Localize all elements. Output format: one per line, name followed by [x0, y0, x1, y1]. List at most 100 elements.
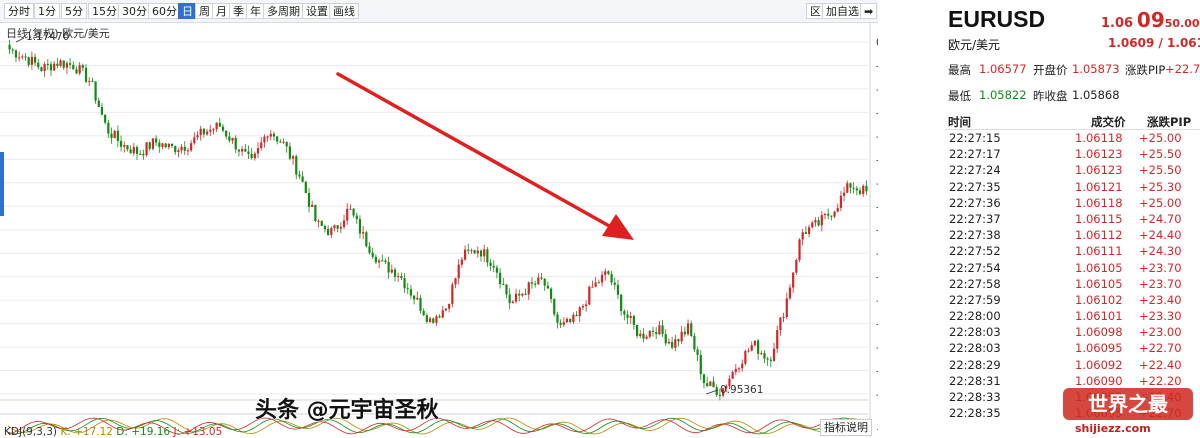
candle-body	[607, 271, 610, 274]
candle-body	[59, 60, 62, 66]
candle-body	[448, 304, 451, 309]
trades-list[interactable]: 22:27:15 1.06118 +25.00 22:27:17 1.06123 +25.…	[945, 131, 1200, 422]
timeframe-button[interactable]: 设置	[302, 3, 332, 19]
expand-icon[interactable]: ➡	[860, 3, 878, 19]
candle-body	[62, 60, 65, 68]
timeframe-button[interactable]: 1分	[34, 3, 60, 19]
candle-body	[683, 331, 686, 335]
chart-canvas[interactable]: 0.00000% -1.18839% -2.35975% -3.53110% -4.70…	[0, 22, 878, 437]
trade-row[interactable]: 22:27:24 1.06123 +25.50	[945, 163, 1200, 179]
timeframe-button[interactable]: 分时	[4, 3, 34, 19]
trade-row[interactable]: 22:27:54 1.06105 +23.70	[945, 261, 1200, 277]
trade-row[interactable]: 22:28:03 1.06095 +22.70	[945, 341, 1200, 357]
timeframe-button[interactable]: 5分	[61, 3, 87, 19]
candle-body	[403, 278, 406, 289]
trade-row[interactable]: 22:28:31 1.06090 +22.20	[945, 374, 1200, 390]
y-tick-label: -11.77745%	[876, 272, 878, 284]
candle-body	[747, 350, 750, 352]
trade-row[interactable]: 22:27:38 1.06112 +24.40	[945, 228, 1200, 244]
side-tab-handle[interactable]	[0, 152, 4, 216]
candle-body	[479, 250, 483, 257]
price-change: 0.0023(0.2	[1172, 17, 1200, 30]
quote-panel: EURUSD 欧元/美元 1.06 0950.0023(0.2 1.0609 /…	[945, 0, 1200, 437]
trade-row[interactable]: 22:27:17 1.06123 +25.50	[945, 147, 1200, 163]
candle-body	[24, 56, 27, 58]
trade-row[interactable]: 22:28:03 1.06098 +23.00	[945, 325, 1200, 341]
candle-body	[858, 190, 862, 194]
candle-body	[333, 225, 336, 229]
candle-body	[457, 264, 460, 279]
trade-change: +24.30	[1139, 244, 1182, 259]
candle-body	[865, 185, 868, 192]
low-value: 1.05822	[979, 88, 1027, 102]
timeframe-button[interactable]: 60分	[148, 3, 181, 19]
candle-body	[250, 153, 253, 159]
candle-body	[349, 208, 352, 210]
trade-row[interactable]: 22:27:35 1.06121 +25.30	[945, 180, 1200, 196]
trade-row[interactable]: 22:28:29 1.06092 +22.40	[945, 358, 1200, 374]
candle-body	[737, 368, 741, 370]
candle-body	[288, 146, 291, 159]
candle-body	[400, 276, 403, 279]
candle-body	[416, 297, 419, 300]
candle-body	[702, 374, 706, 384]
candle-body	[581, 306, 585, 308]
candle-body	[750, 345, 753, 351]
candle-body	[549, 288, 553, 300]
trade-price: 1.06105	[1075, 276, 1123, 291]
candle-body	[298, 174, 301, 177]
candle-body	[209, 129, 212, 132]
timeframe-button[interactable]: 30分	[118, 3, 151, 19]
timeframe-button[interactable]: 画线	[329, 3, 359, 19]
trade-time: 22:27:58	[949, 276, 1001, 291]
candle-body	[862, 185, 865, 194]
candle-body	[428, 318, 432, 322]
candle-body	[728, 378, 731, 387]
candle-body	[725, 386, 728, 389]
candle-body	[256, 148, 260, 154]
add-watchlist-button[interactable]: 加自选	[822, 3, 863, 19]
candle-body	[779, 317, 782, 331]
candle-body	[65, 63, 69, 68]
candle-body	[413, 295, 416, 300]
trade-row[interactable]: 22:27:37 1.06115 +24.70	[945, 212, 1200, 228]
high-marker-label: 1.17470	[26, 31, 69, 43]
timeframe-button[interactable]: 多周期	[263, 3, 304, 19]
candle-body	[327, 229, 330, 235]
candle-body	[546, 285, 549, 289]
trades-header: 时间 成交价 涨跌PIP	[945, 113, 1200, 130]
header-price: 成交价	[1091, 115, 1126, 129]
trade-row[interactable]: 22:27:52 1.06111 +24.30	[945, 244, 1200, 260]
indicator-help-button[interactable]: 指标说明	[820, 419, 872, 436]
candle-body	[718, 395, 721, 397]
watermark-logo: 世界之最	[1063, 388, 1193, 420]
candle-body	[84, 67, 88, 82]
candle-body	[677, 339, 680, 342]
timeframe-button[interactable]: 季	[229, 3, 248, 19]
candle-body	[78, 65, 81, 74]
trade-price: 1.06092	[1075, 357, 1123, 372]
candle-body	[521, 293, 524, 296]
candle-body	[317, 220, 320, 222]
trade-row[interactable]: 22:27:58 1.06105 +23.70	[945, 277, 1200, 293]
price-fraction: 5	[1164, 17, 1173, 30]
candle-body	[699, 354, 702, 375]
candle-body	[119, 140, 123, 147]
kdj-label: KDJ(9,3,3)	[4, 426, 57, 438]
trade-row[interactable]: 22:27:36 1.06118 +25.00	[945, 196, 1200, 212]
candle-body	[594, 282, 597, 287]
timeframe-button[interactable]: 15分	[88, 3, 121, 19]
candle-body	[648, 330, 651, 337]
candle-body	[27, 57, 30, 65]
trade-price: 1.06105	[1075, 260, 1123, 275]
trade-row[interactable]: 22:27:15 1.06118 +25.00	[945, 131, 1200, 147]
trade-time: 22:27:54	[949, 260, 1001, 275]
candle-body	[782, 317, 785, 319]
price-chart[interactable]: 0.00000% -1.18839% -2.35975% -3.53110% -4.70…	[0, 22, 878, 438]
kdj-legend: KDJ(9,3,3) K: +17.12 D: +19.16 J: +13.05	[4, 426, 222, 438]
trade-row[interactable]: 22:28:00 1.06101 +23.30	[945, 309, 1200, 325]
candle-body	[499, 272, 502, 285]
trade-row[interactable]: 22:27:59 1.06102 +23.40	[945, 293, 1200, 309]
candle-body	[272, 133, 276, 137]
candle-body	[651, 330, 655, 333]
